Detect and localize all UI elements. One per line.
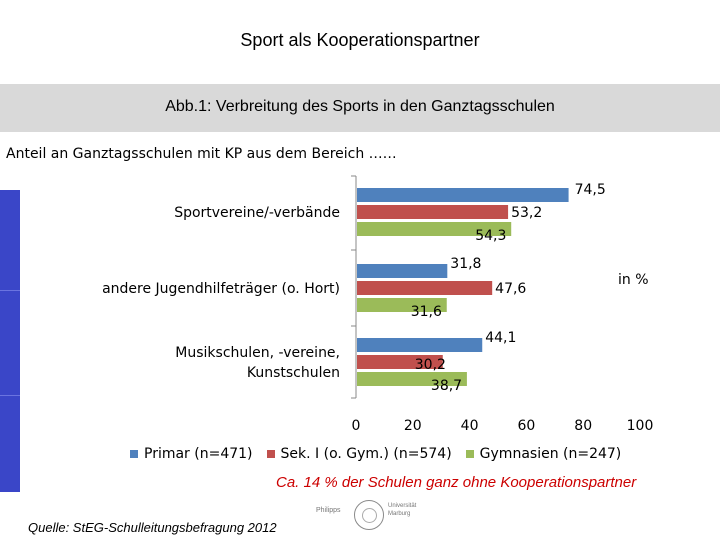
- legend: Primar (n=471) Sek. I (o. Gym.) (n=574) …: [130, 446, 621, 462]
- logo-text-right: Universität Marburg: [388, 502, 416, 518]
- logo-text-right-2: Marburg: [388, 511, 411, 517]
- data-label: 54,3: [475, 228, 506, 244]
- page-title: Sport als Kooperationspartner: [240, 30, 480, 50]
- legend-swatch-primar: [130, 450, 138, 458]
- legend-label-sek: Sek. I (o. Gym.) (n=574): [280, 446, 452, 462]
- x-tick-label: 100: [627, 418, 654, 434]
- data-label: 47,6: [495, 281, 526, 297]
- bar: [357, 222, 512, 236]
- legend-label-primar: Primar (n=471): [144, 446, 253, 462]
- x-tick-label: 0: [352, 418, 361, 434]
- x-tick-label: 40: [461, 418, 479, 434]
- category-label: andere Jugendhilfeträger (o. Hort): [102, 281, 340, 297]
- legend-item-sek: Sek. I (o. Gym.) (n=574): [266, 446, 452, 462]
- data-label: 74,5: [575, 182, 606, 198]
- data-label: 38,7: [431, 378, 462, 394]
- data-label: 44,1: [485, 330, 516, 346]
- x-tick-label: 80: [574, 418, 592, 434]
- bar: [357, 264, 448, 278]
- footer: Quelle: StEG-Schulleitungsbefragung 2012…: [22, 494, 720, 540]
- note-text: Ca. 14 % der Schulen ganz ohne Kooperati…: [276, 474, 637, 491]
- legend-item-primar: Primar (n=471): [130, 446, 253, 462]
- bar-chart: Sportvereine/-verbände 74,5 53,2 54,3 andere…: [102, 175, 654, 434]
- category-label-line: andere Jugendhilfeträger (o. Hort): [102, 281, 340, 297]
- x-tick-label: 60: [517, 418, 535, 434]
- source-text: Quelle: StEG-Schulleitungsbefragung 2012: [28, 520, 277, 535]
- bar: [357, 205, 509, 219]
- bar: [357, 372, 467, 386]
- logo-text-right-1: Universität: [388, 503, 417, 509]
- seal-icon: [354, 500, 384, 530]
- data-label: 31,6: [411, 304, 442, 320]
- chart-subtitle: Anteil an Ganztagsschulen mit KP aus dem…: [6, 146, 397, 162]
- data-label: 53,2: [511, 205, 542, 221]
- university-logo: Philipps Universität Marburg: [316, 500, 428, 532]
- category-label: Musikschulen, -vereine, Kunstschulen: [175, 345, 340, 381]
- data-label: 30,2: [415, 357, 446, 373]
- legend-item-gymnasien: Gymnasien (n=247): [465, 446, 622, 462]
- category-label-line: Kunstschulen: [247, 365, 340, 381]
- figure-caption: Abb.1: Verbreitung des Sports in den Gan…: [165, 98, 555, 115]
- side-strip: [0, 190, 20, 492]
- figure-caption-band: Abb.1: Verbreitung des Sports in den Gan…: [0, 84, 720, 132]
- data-label: 31,8: [450, 256, 481, 272]
- category-label-line: Musikschulen, -vereine,: [175, 345, 340, 361]
- bar: [357, 188, 569, 202]
- bar: [357, 298, 447, 312]
- category-label: Sportvereine/-verbände: [174, 205, 340, 221]
- legend-label-gymnasien: Gymnasien (n=247): [479, 446, 622, 462]
- logo-text-left: Philipps: [316, 507, 341, 514]
- bar: [357, 338, 483, 352]
- unit-label: in %: [618, 272, 649, 288]
- legend-swatch-gymnasien: [465, 450, 474, 458]
- bar: [357, 355, 443, 369]
- bar: [357, 281, 493, 295]
- legend-swatch-sek: [266, 450, 275, 458]
- x-tick-label: 20: [404, 418, 422, 434]
- category-label-line: Sportvereine/-verbände: [174, 205, 340, 221]
